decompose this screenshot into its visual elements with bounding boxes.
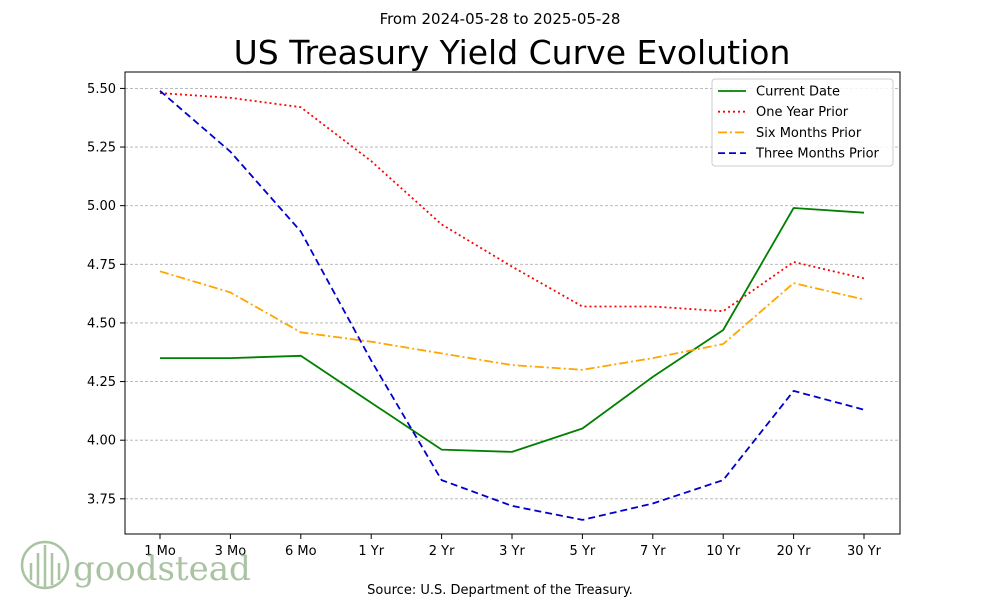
x-tick-label: 30 Yr [847,544,882,559]
chart-subtitle: From 2024-05-28 to 2025-05-28 [380,10,621,28]
legend: Current Date One Year Prior Six Months Pri… [711,78,894,167]
y-tick-label: 4.50 [87,316,116,331]
legend-label: One Year Prior [756,105,849,120]
x-tick-label: 5 Yr [570,544,596,559]
y-tick-label: 3.75 [87,492,116,507]
chart-title: US Treasury Yield Curve Evolution [234,33,791,72]
x-tick-label: 1 Mo [144,544,176,559]
series-lines [159,90,865,521]
logo-wordmark: goodstead [73,549,251,589]
source-note: Source: U.S. Department of the Treasury. [367,583,633,598]
x-tick-label: 7 Yr [640,544,666,559]
x-axis: 1 Mo 3 Mo 6 Mo 1 Yr 2 Yr 3 Yr 5 Yr 7 Yr 10 Yr 20 … [144,534,882,559]
y-tick-label: 4.25 [87,375,116,390]
y-tick-label: 4.75 [87,258,116,273]
legend-label: Current Date [756,85,840,100]
x-tick-label: 3 Yr [499,544,525,559]
legend-box [711,78,894,167]
y-tick-label: 4.00 [87,434,116,449]
y-tick-label: 5.50 [87,82,116,97]
series-line-three-months-prior [159,90,865,521]
legend-label: Six Months Prior [756,126,862,141]
tree-icon [20,540,70,590]
legend-label: Three Months Prior [755,147,880,162]
x-tick-label: 20 Yr [777,544,812,559]
x-tick-label: 1 Yr [358,544,384,559]
x-tick-label: 2 Yr [429,544,455,559]
goodstead-logo: goodstead [20,540,251,590]
x-tick-label: 3 Mo [215,544,247,559]
x-tick-label: 6 Mo [285,544,317,559]
series-line-current-date [160,207,865,453]
x-tick-label: 10 Yr [706,544,741,559]
series-line-six-months-prior [159,270,865,371]
y-tick-label: 5.25 [87,141,116,156]
y-tick-label: 5.00 [87,199,116,214]
y-axis: 3.75 4.00 4.25 4.50 4.75 5.00 5.25 5.50 [87,82,125,507]
series-line-one-year-prior [159,92,865,313]
